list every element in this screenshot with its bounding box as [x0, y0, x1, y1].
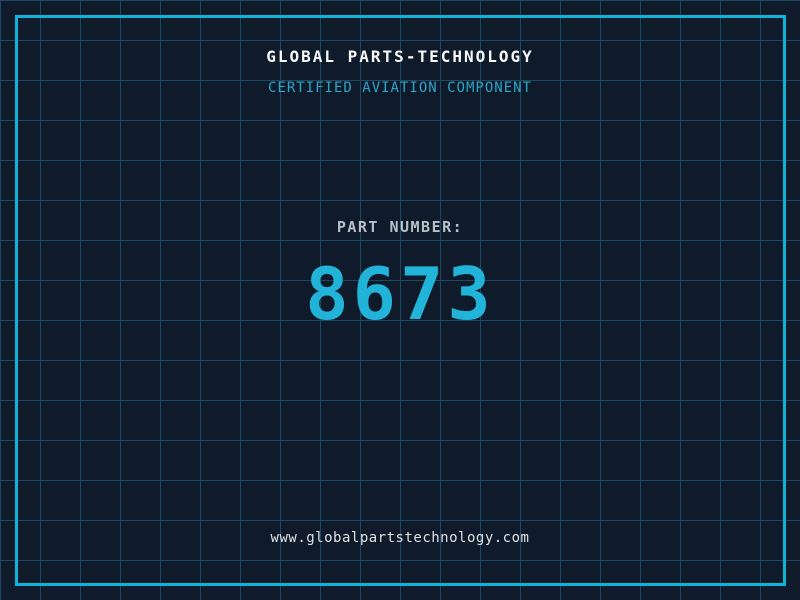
page-title: GLOBAL PARTS-TECHNOLOGY [266, 47, 534, 66]
part-number-value: 8673 [305, 252, 495, 336]
page-subtitle: CERTIFIED AVIATION COMPONENT [267, 80, 532, 96]
part-number-label: PART NUMBER: [336, 218, 464, 236]
website-url: www.globalpartstechnology.com [270, 530, 530, 546]
